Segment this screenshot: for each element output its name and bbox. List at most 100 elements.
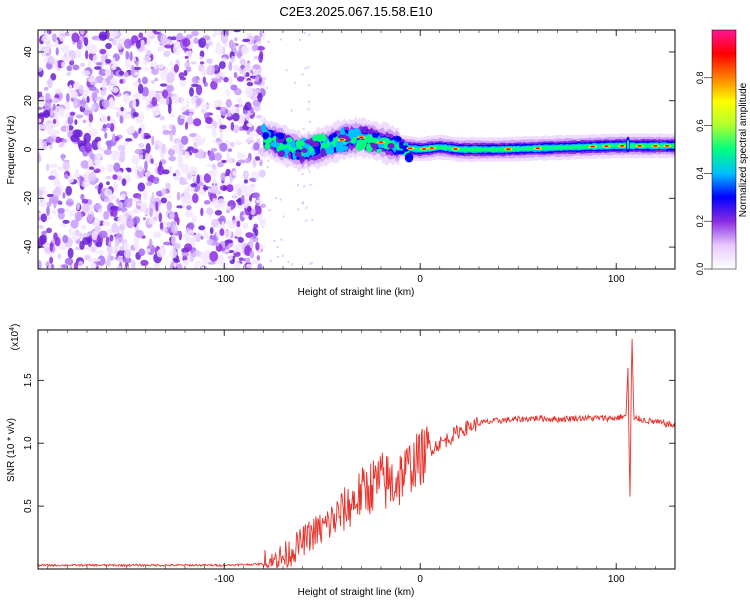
noise-cell bbox=[245, 263, 253, 269]
noise-cell bbox=[200, 235, 204, 240]
noise-cell bbox=[54, 136, 62, 144]
noise-cell bbox=[266, 165, 269, 168]
snr-y-multiplier: (x104) bbox=[9, 324, 21, 351]
noise-cell bbox=[123, 248, 132, 259]
noise-cell bbox=[200, 207, 204, 217]
noise-cell bbox=[86, 214, 94, 224]
noise-cell bbox=[55, 88, 63, 94]
noise-cell bbox=[113, 181, 118, 192]
noise-cell bbox=[88, 113, 94, 123]
noise-cell bbox=[88, 166, 95, 170]
colorbar-gradient bbox=[711, 29, 737, 270]
noise-cell bbox=[273, 240, 276, 243]
y-tick-label: -20 bbox=[23, 191, 34, 206]
noise-cell bbox=[83, 36, 89, 47]
noise-cell bbox=[201, 104, 210, 108]
signal-blob bbox=[312, 134, 323, 144]
noise-cell bbox=[256, 114, 263, 119]
noise-cell bbox=[49, 163, 59, 168]
noise-cell bbox=[123, 71, 129, 78]
noise-cell bbox=[73, 98, 79, 110]
noise-cell bbox=[105, 175, 112, 180]
noise-cell bbox=[115, 37, 123, 44]
noise-cell bbox=[244, 101, 252, 111]
noise-cell bbox=[186, 205, 192, 211]
noise-cell bbox=[65, 123, 70, 133]
noise-cell bbox=[148, 238, 153, 250]
noise-cell bbox=[246, 257, 251, 264]
noise-cell bbox=[234, 140, 243, 146]
noise-cell bbox=[93, 217, 101, 227]
noise-cell bbox=[308, 170, 311, 173]
noise-cell bbox=[118, 70, 125, 76]
noise-cell bbox=[207, 187, 211, 193]
noise-cell bbox=[79, 175, 83, 186]
noise-cell bbox=[140, 111, 144, 122]
y-tick-label: 1.0 bbox=[23, 436, 34, 450]
noise-cell bbox=[138, 143, 145, 148]
signal-blob bbox=[347, 128, 355, 139]
y-tick-label: 40 bbox=[23, 46, 34, 58]
noise-cell bbox=[49, 256, 54, 265]
noise-cell bbox=[159, 83, 168, 87]
noise-cell bbox=[131, 154, 140, 165]
signal-blob bbox=[335, 140, 344, 150]
signal-hotspot bbox=[408, 147, 413, 150]
noise-cell bbox=[38, 199, 48, 208]
noise-cell bbox=[209, 227, 214, 235]
noise-cell bbox=[165, 96, 170, 106]
spectrogram-heatmap bbox=[38, 30, 675, 269]
noise-cell bbox=[246, 139, 255, 143]
signal-blob bbox=[277, 150, 286, 158]
noise-cell bbox=[149, 61, 158, 68]
noise-cell bbox=[182, 259, 190, 267]
noise-cell bbox=[220, 33, 228, 44]
noise-cell bbox=[47, 43, 56, 48]
noise-cell bbox=[184, 243, 193, 252]
signal-blob bbox=[398, 141, 404, 149]
spectrogram-y-ticks: -40 -20 0 20 40 bbox=[23, 46, 675, 254]
noise-cell bbox=[105, 68, 111, 77]
signal-hotspot bbox=[506, 148, 511, 151]
noise-cell bbox=[88, 75, 94, 79]
signal-hotspot bbox=[429, 147, 435, 149]
noise-cell bbox=[228, 61, 233, 72]
noise-cell bbox=[61, 61, 66, 69]
noise-cell bbox=[199, 61, 205, 65]
noise-cell bbox=[242, 258, 247, 262]
noise-cell bbox=[132, 66, 142, 71]
signal-hotspot bbox=[664, 144, 670, 147]
noise-cell bbox=[110, 156, 116, 160]
noise-cell bbox=[226, 184, 234, 193]
noise-cell bbox=[238, 257, 244, 261]
noise-cell bbox=[106, 246, 116, 255]
noise-cell bbox=[66, 65, 73, 72]
noise-cell bbox=[286, 165, 289, 168]
signal-hotspot bbox=[378, 141, 384, 144]
noise-cell bbox=[213, 120, 218, 129]
noise-cell bbox=[111, 78, 118, 84]
noise-cell bbox=[251, 44, 259, 52]
noise-cell bbox=[285, 69, 288, 72]
snr-x-ticks: -100 0 100 bbox=[47, 330, 676, 585]
noise-cell bbox=[193, 37, 199, 44]
noise-cell bbox=[133, 71, 141, 76]
noise-cell bbox=[252, 192, 261, 199]
noise-cell bbox=[257, 263, 263, 269]
noise-cell bbox=[280, 238, 283, 241]
noise-cell bbox=[287, 163, 290, 166]
snr-line-layer bbox=[38, 338, 675, 569]
signal-blob bbox=[301, 147, 308, 153]
noise-cell bbox=[162, 129, 171, 135]
noise-cell bbox=[111, 208, 118, 218]
noise-cell bbox=[80, 62, 85, 67]
noise-cell bbox=[253, 223, 259, 229]
noise-cell bbox=[76, 201, 80, 211]
noise-cell bbox=[38, 124, 44, 130]
noise-cell bbox=[109, 234, 114, 242]
noise-cell bbox=[219, 132, 224, 141]
noise-cell bbox=[171, 234, 176, 246]
noise-cell bbox=[166, 200, 172, 212]
noise-cell bbox=[307, 100, 310, 103]
noise-cell bbox=[167, 104, 172, 115]
